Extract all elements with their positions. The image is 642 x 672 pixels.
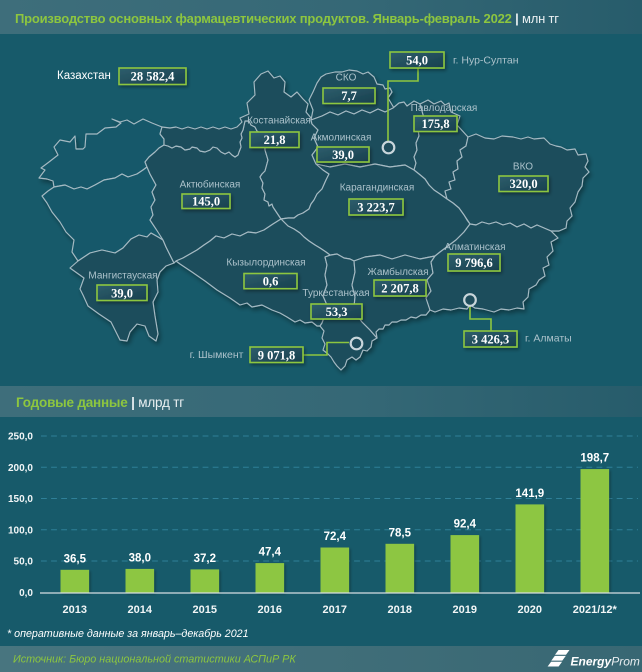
svg-text:г. Шымкент: г. Шымкент (190, 349, 244, 361)
svg-text:47,4: 47,4 (259, 547, 282, 559)
svg-text:2016: 2016 (258, 604, 282, 616)
svg-text:2013: 2013 (63, 604, 87, 616)
svg-text:Алматинская: Алматинская (445, 242, 506, 253)
svg-text:145,0: 145,0 (192, 195, 220, 209)
svg-text:Карагандинская: Карагандинская (340, 183, 415, 194)
svg-text:250,0: 250,0 (8, 432, 33, 443)
svg-text:г. Алматы: г. Алматы (525, 333, 572, 345)
svg-text:3 223,7: 3 223,7 (357, 201, 395, 215)
svg-text:21,8: 21,8 (264, 133, 286, 147)
svg-text:ВКО: ВКО (513, 162, 533, 173)
svg-text:78,5: 78,5 (389, 527, 412, 539)
svg-text:50,0: 50,0 (14, 557, 34, 568)
svg-text:2015: 2015 (193, 604, 217, 616)
svg-text:Костанайская: Костанайская (247, 116, 311, 127)
svg-text:СКО: СКО (336, 73, 357, 84)
svg-text:38,0: 38,0 (129, 552, 151, 564)
svg-text:53,3: 53,3 (326, 305, 348, 319)
svg-text:Источник: Бюро национальной ст: Источник: Бюро национальной статистики А… (13, 654, 296, 666)
svg-text:39,0: 39,0 (332, 148, 354, 162)
svg-text:Актюбинская: Актюбинская (180, 179, 241, 191)
svg-text:Павлодарская: Павлодарская (411, 103, 478, 114)
svg-text:37,2: 37,2 (194, 553, 216, 565)
svg-text:9 796,6: 9 796,6 (455, 256, 493, 270)
svg-text:Годовые данные | млрд тг: Годовые данные | млрд тг (16, 395, 184, 410)
svg-text:EnergyProm: EnergyProm (571, 655, 640, 669)
svg-text:175,8: 175,8 (421, 117, 449, 131)
svg-text:2014: 2014 (128, 604, 153, 616)
svg-text:7,7: 7,7 (341, 89, 357, 103)
svg-text:2019: 2019 (453, 604, 477, 616)
svg-text:150,0: 150,0 (8, 494, 33, 505)
svg-text:г. Нур-Султан: г. Нур-Султан (453, 55, 519, 67)
svg-text:Туркестанская: Туркестанская (302, 288, 369, 299)
svg-text:Акмолинская: Акмолинская (311, 133, 372, 144)
svg-text:2020: 2020 (518, 604, 542, 616)
svg-text:28 582,4: 28 582,4 (131, 70, 176, 84)
svg-text:9 071,8: 9 071,8 (258, 349, 296, 363)
svg-text:320,0: 320,0 (509, 177, 537, 191)
svg-text:2018: 2018 (388, 604, 412, 616)
svg-text:Жамбылская: Жамбылская (368, 266, 429, 278)
svg-text:2017: 2017 (323, 604, 347, 616)
svg-text:198,7: 198,7 (580, 453, 609, 465)
svg-text:2021/12*: 2021/12* (573, 604, 618, 616)
svg-text:Производство основных фармацев: Производство основных фармацевтических п… (15, 11, 559, 26)
svg-text:200,0: 200,0 (8, 463, 33, 474)
svg-text:92,4: 92,4 (454, 519, 477, 531)
svg-text:2 207,8: 2 207,8 (381, 282, 419, 296)
svg-text:39,0: 39,0 (111, 287, 133, 301)
svg-text:0,6: 0,6 (263, 275, 279, 289)
svg-text:0,0: 0,0 (19, 588, 33, 599)
svg-text:Мангистауская: Мангистауская (88, 271, 157, 282)
svg-text:72,4: 72,4 (324, 531, 347, 543)
svg-text:100,0: 100,0 (8, 525, 33, 536)
svg-text:36,5: 36,5 (64, 553, 87, 565)
svg-text:Казахстан: Казахстан (57, 70, 111, 82)
svg-text:141,9: 141,9 (515, 488, 544, 500)
svg-text:54,0: 54,0 (406, 54, 428, 68)
svg-text:Кызылординская: Кызылординская (226, 258, 305, 269)
svg-text:* оперативные данные за январь: * оперативные данные за январь–декабрь 2… (7, 628, 249, 640)
svg-text:3 426,3: 3 426,3 (472, 333, 510, 347)
